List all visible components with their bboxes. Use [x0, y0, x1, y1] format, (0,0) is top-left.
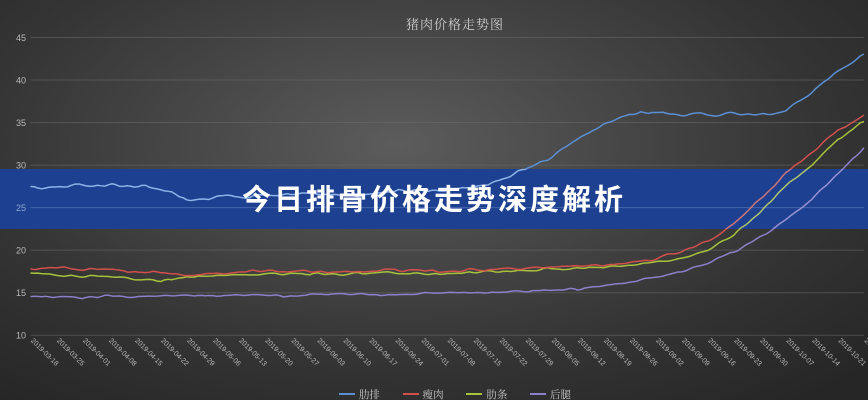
svg-text:15: 15 [16, 288, 26, 298]
svg-text:今日排骨价格走势深度解析: 今日排骨价格走势深度解析 [242, 177, 626, 219]
svg-text:45: 45 [16, 33, 26, 43]
svg-text:20: 20 [16, 246, 26, 256]
svg-text:25: 25 [16, 203, 26, 213]
svg-text:40: 40 [16, 76, 26, 86]
svg-text:35: 35 [16, 118, 26, 128]
svg-text:10: 10 [16, 331, 26, 341]
